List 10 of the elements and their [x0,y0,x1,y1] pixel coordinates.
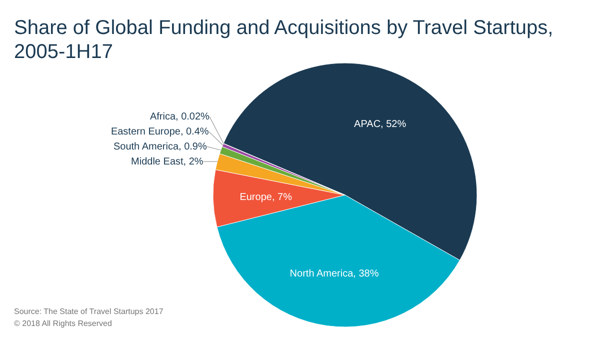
source-note: Source: The State of Travel Startups 2017 [14,307,164,316]
text: © 2018 All Rights Reserved [14,319,112,328]
slice-label: North America, 38% [290,268,379,280]
slice-label: Europe, 7% [240,192,292,204]
slice-label: Africa, 0.02% [150,112,210,123]
slice-label: South America, 0.9% [113,142,207,153]
slice-label: APAC, 52% [354,119,406,130]
slice-label: Middle East, 2% [131,156,204,168]
slice-label: Eastern Europe, 0.4% [110,126,209,138]
chart-title: Share of Global Funding and Acquisitions by Travel Startups, 2005-1H17 [14,17,554,63]
